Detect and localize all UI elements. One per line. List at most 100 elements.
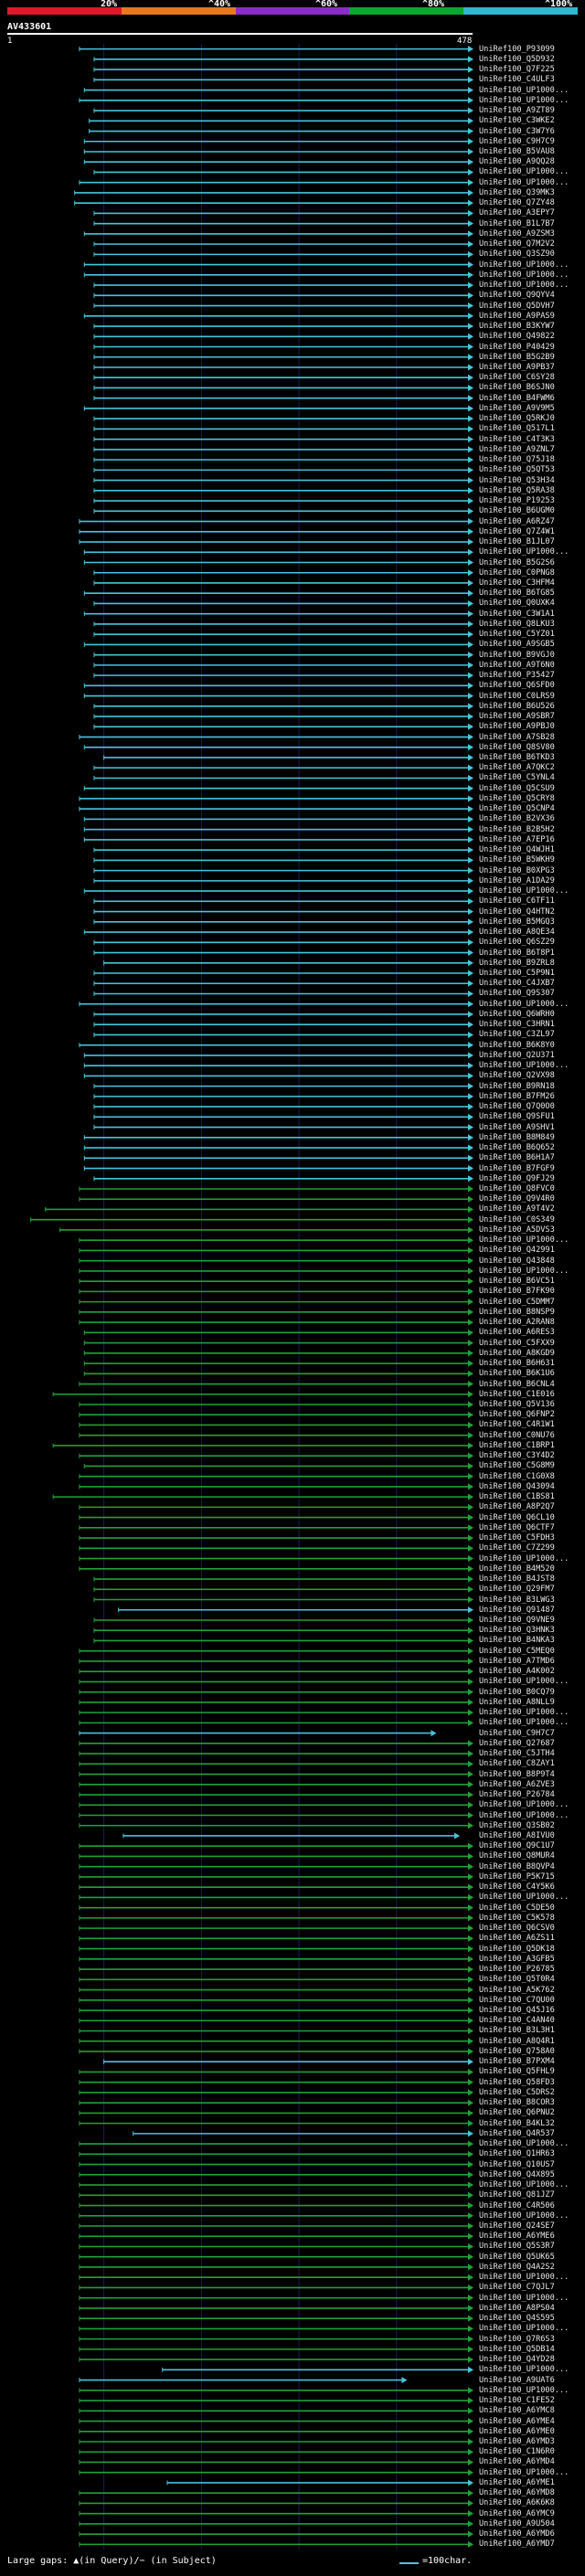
hit-label[interactable]: UniRef100_B6H631 bbox=[479, 1359, 555, 1369]
hit-label[interactable]: UniRef100_Q5V136 bbox=[479, 1399, 555, 1409]
hit-label[interactable]: UniRef100_P26785 bbox=[479, 1965, 555, 1975]
hit-label[interactable]: UniRef100_A9PB37 bbox=[479, 362, 555, 372]
hit-label[interactable]: UniRef100_UP1000... bbox=[479, 1892, 569, 1903]
hit-label[interactable]: UniRef100_B6U526 bbox=[479, 701, 555, 711]
hit-label[interactable]: UniRef100_Q7M2V2 bbox=[479, 239, 555, 249]
hit-label[interactable]: UniRef100_C5JTH4 bbox=[479, 1749, 555, 1759]
hit-label[interactable]: UniRef100_A3EPY7 bbox=[479, 208, 555, 218]
hit-label[interactable]: UniRef100_Q7ZY48 bbox=[479, 198, 555, 208]
hit-label[interactable]: UniRef100_Q6SZ29 bbox=[479, 938, 555, 948]
hit-label[interactable]: UniRef100_C5YZ01 bbox=[479, 630, 555, 640]
hit-label[interactable]: UniRef100_UP1000... bbox=[479, 1677, 569, 1687]
hit-label[interactable]: UniRef100_B2VX36 bbox=[479, 814, 555, 824]
hit-label[interactable]: UniRef100_B5G2S6 bbox=[479, 557, 555, 567]
hit-label[interactable]: UniRef100_C9H7C9 bbox=[479, 136, 555, 146]
hit-label[interactable]: UniRef100_C3WKE2 bbox=[479, 116, 555, 126]
hit-label[interactable]: UniRef100_Q27687 bbox=[479, 1738, 555, 1748]
hit-label[interactable]: UniRef100_A6YMC8 bbox=[479, 2406, 555, 2416]
hit-label[interactable]: UniRef100_Q43094 bbox=[479, 1481, 555, 1491]
hit-label[interactable]: UniRef100_A6YMC9 bbox=[479, 2508, 555, 2518]
hit-label[interactable]: UniRef100_Q5D932 bbox=[479, 54, 555, 64]
hit-label[interactable]: UniRef100_Q5DVH7 bbox=[479, 301, 555, 311]
hit-label[interactable]: UniRef100_C0PNG8 bbox=[479, 567, 555, 578]
hit-label[interactable]: UniRef100_C5FDH3 bbox=[479, 1533, 555, 1543]
hit-label[interactable]: UniRef100_A8Q4R1 bbox=[479, 2036, 555, 2046]
hit-label[interactable]: UniRef100_A9T4V2 bbox=[479, 1204, 555, 1214]
hit-label[interactable]: UniRef100_Q6PNU2 bbox=[479, 2108, 555, 2118]
hit-label[interactable]: UniRef100_A6YMD3 bbox=[479, 2437, 555, 2446]
hit-label[interactable]: UniRef100_B5VAU8 bbox=[479, 146, 555, 156]
hit-label[interactable]: UniRef100_UP1000... bbox=[479, 2139, 569, 2149]
hit-label[interactable]: UniRef100_A6RES3 bbox=[479, 1328, 555, 1338]
hit-label[interactable]: UniRef100_Q6CTF7 bbox=[479, 1522, 555, 1532]
hit-label[interactable]: UniRef100_UP1000... bbox=[479, 1266, 569, 1276]
hit-label[interactable]: UniRef100_Q4WJH1 bbox=[479, 845, 555, 855]
hit-label[interactable]: UniRef100_B3LWG3 bbox=[479, 1595, 555, 1605]
hit-label[interactable]: UniRef100_P19253 bbox=[479, 496, 555, 506]
hit-label[interactable]: UniRef100_B6TKD3 bbox=[479, 753, 555, 763]
hit-label[interactable]: UniRef100_B6K8Y0 bbox=[479, 1040, 555, 1050]
hit-label[interactable]: UniRef100_C6TF11 bbox=[479, 896, 555, 906]
hit-label[interactable]: UniRef100_C4Y5K6 bbox=[479, 1882, 555, 1892]
hit-label[interactable]: UniRef100_A9SBR7 bbox=[479, 712, 555, 722]
hit-label[interactable]: UniRef100_Q5CRY8 bbox=[479, 793, 555, 803]
hit-label[interactable]: UniRef100_C3HFM4 bbox=[479, 578, 555, 588]
hit-label[interactable]: UniRef100_Q58FD3 bbox=[479, 2077, 555, 2087]
hit-label[interactable]: UniRef100_Q43848 bbox=[479, 1256, 555, 1266]
hit-label[interactable]: UniRef100_Q9C1U7 bbox=[479, 1841, 555, 1851]
hit-label[interactable]: UniRef100_C4AN40 bbox=[479, 2016, 555, 2026]
hit-label[interactable]: UniRef100_Q5S3R7 bbox=[479, 2242, 555, 2252]
hit-label[interactable]: UniRef100_A9ZNL7 bbox=[479, 444, 555, 454]
hit-label[interactable]: UniRef100_B6K1U6 bbox=[479, 1369, 555, 1379]
hit-label[interactable]: UniRef100_C7QU00 bbox=[479, 1995, 555, 2005]
hit-label[interactable]: UniRef100_B4KL32 bbox=[479, 2118, 555, 2128]
hit-label[interactable]: UniRef100_C3ZL97 bbox=[479, 1030, 555, 1040]
hit-label[interactable]: UniRef100_C4JXB7 bbox=[479, 979, 555, 989]
hit-label[interactable]: UniRef100_Q9VNE9 bbox=[479, 1615, 555, 1625]
hit-label[interactable]: UniRef100_UP1000... bbox=[479, 1708, 569, 1718]
hit-label[interactable]: UniRef100_B4M520 bbox=[479, 1564, 555, 1574]
hit-label[interactable]: UniRef100_Q45J16 bbox=[479, 2006, 555, 2016]
hit-label[interactable]: UniRef100_A7TMD6 bbox=[479, 1656, 555, 1666]
hit-label[interactable]: UniRef100_B1L7B7 bbox=[479, 218, 555, 228]
hit-label[interactable]: UniRef100_A7EP16 bbox=[479, 834, 555, 844]
hit-label[interactable]: UniRef100_A6YMD6 bbox=[479, 2529, 555, 2539]
hit-label[interactable]: UniRef100_A6YMD4 bbox=[479, 2457, 555, 2467]
hit-label[interactable]: UniRef100_Q3SZ90 bbox=[479, 249, 555, 260]
hit-label[interactable]: UniRef100_A6YME4 bbox=[479, 2416, 555, 2426]
hit-label[interactable]: UniRef100_UP1000... bbox=[479, 886, 569, 896]
hit-label[interactable]: UniRef100_A5DVS3 bbox=[479, 1224, 555, 1235]
hit-label[interactable]: UniRef100_Q9SFU1 bbox=[479, 1112, 555, 1122]
hit-label[interactable]: UniRef100_C5DMM7 bbox=[479, 1297, 555, 1307]
hit-label[interactable]: UniRef100_C5YNL4 bbox=[479, 773, 555, 783]
hit-label[interactable]: UniRef100_Q53H34 bbox=[479, 475, 555, 485]
hit-label[interactable]: UniRef100_A9ZT89 bbox=[479, 106, 555, 116]
hit-label[interactable]: UniRef100_A6YMD8 bbox=[479, 2488, 555, 2498]
hit-label[interactable]: UniRef100_B5MGQ3 bbox=[479, 917, 555, 927]
hit-label[interactable]: UniRef100_C3W7Y6 bbox=[479, 126, 555, 136]
hit-label[interactable]: UniRef100_C6SY28 bbox=[479, 373, 555, 383]
hit-label[interactable]: UniRef100_C5MEQ0 bbox=[479, 1646, 555, 1656]
hit-label[interactable]: UniRef100_C9H7C7 bbox=[479, 1728, 555, 1738]
hit-label[interactable]: UniRef100_UP1000... bbox=[479, 2365, 569, 2375]
hit-label[interactable]: UniRef100_UP1000... bbox=[479, 2210, 569, 2221]
hit-label[interactable]: UniRef100_B9ZRL8 bbox=[479, 958, 555, 968]
hit-label[interactable]: UniRef100_C7Z299 bbox=[479, 1543, 555, 1553]
hit-label[interactable]: UniRef100_A9T6N0 bbox=[479, 660, 555, 670]
hit-label[interactable]: UniRef100_B6H1A7 bbox=[479, 1153, 555, 1163]
hit-label[interactable]: UniRef100_B6UGM0 bbox=[479, 506, 555, 516]
hit-label[interactable]: UniRef100_B4NKA3 bbox=[479, 1636, 555, 1646]
hit-label[interactable]: UniRef100_A9SGB5 bbox=[479, 640, 555, 650]
hit-label[interactable]: UniRef100_A6ZVE3 bbox=[479, 1779, 555, 1789]
hit-label[interactable]: UniRef100_C1N6R0 bbox=[479, 2447, 555, 2457]
hit-label[interactable]: UniRef100_Q49822 bbox=[479, 332, 555, 342]
hit-label[interactable]: UniRef100_C0S349 bbox=[479, 1214, 555, 1224]
hit-label[interactable]: UniRef100_Q42991 bbox=[479, 1246, 555, 1256]
hit-label[interactable]: UniRef100_UP1000... bbox=[479, 270, 569, 280]
hit-label[interactable]: UniRef100_Q9S307 bbox=[479, 989, 555, 999]
hit-label[interactable]: UniRef100_Q5FHL9 bbox=[479, 2067, 555, 2077]
hit-label[interactable]: UniRef100_Q5DK18 bbox=[479, 1944, 555, 1954]
hit-label[interactable]: UniRef100_Q7F225 bbox=[479, 65, 555, 75]
hit-label[interactable]: UniRef100_P35427 bbox=[479, 671, 555, 681]
hit-label[interactable]: UniRef100_UP1000... bbox=[479, 2180, 569, 2190]
